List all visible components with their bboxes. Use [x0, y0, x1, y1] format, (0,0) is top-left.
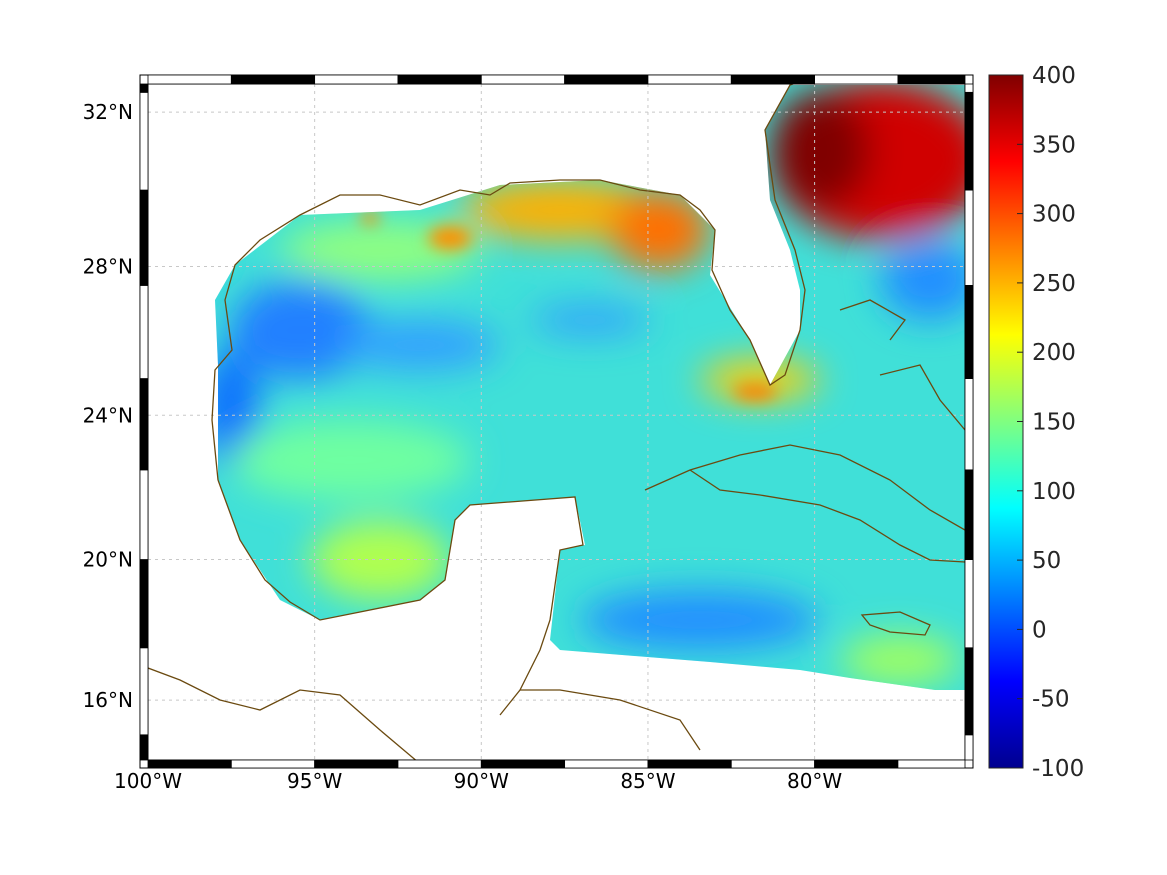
lon-tick-label: 85°W — [620, 769, 675, 793]
frame-segment — [230, 759, 316, 769]
frame-segment — [314, 74, 399, 85]
lon-tick-label: 100°W — [114, 769, 182, 793]
map-frame — [139, 74, 974, 769]
frame-segment — [964, 647, 974, 736]
lat-tick-label: 24°N — [83, 403, 133, 427]
frame-segment — [139, 83, 149, 93]
lat-tick-label: 16°N — [83, 688, 133, 712]
data-field — [215, 85, 965, 690]
colorbar-tick-label: 150 — [1032, 410, 1076, 436]
frame-segment — [397, 759, 482, 769]
frame-segment — [647, 74, 732, 85]
frame-segment — [480, 759, 566, 769]
frame-segment — [314, 759, 399, 769]
frame-segment — [964, 559, 974, 649]
frame-segment — [139, 469, 149, 560]
frame-segment — [397, 74, 482, 85]
frame-segment — [814, 759, 899, 769]
frame-segment — [964, 83, 974, 93]
graticule — [148, 84, 965, 760]
frame-segment — [480, 74, 566, 85]
frame-segment — [230, 74, 316, 85]
frame-segment — [964, 378, 974, 471]
frame-segment — [814, 74, 899, 85]
lon-tick-label: 90°W — [454, 769, 509, 793]
frame-segment — [139, 189, 149, 286]
frame-segment — [730, 74, 816, 85]
lat-tick-label: 20°N — [83, 548, 133, 572]
colorbar-tick-label: 350 — [1032, 132, 1076, 158]
frame-segment — [139, 284, 149, 379]
frame-segment — [147, 74, 232, 85]
frame-segment — [139, 378, 149, 471]
lon-tick-label: 80°W — [787, 769, 842, 793]
frame-segment — [897, 74, 966, 85]
colorbar: 400 350 300 250 200 150 100 50 0 -50 -100 — [988, 63, 1084, 782]
lat-tick-label: 32°N — [83, 100, 133, 124]
frame-segment — [964, 469, 974, 560]
lon-tick-label: 95°W — [287, 769, 342, 793]
colorbar-tick-label: 400 — [1032, 63, 1076, 89]
colorbar-tick-label: 100 — [1032, 479, 1076, 505]
lat-tick-label: 28°N — [83, 255, 133, 279]
colorbar-tick-label: 200 — [1032, 340, 1076, 366]
frame-segment — [730, 759, 816, 769]
colorbar-tick-label: 0 — [1032, 617, 1047, 643]
frame-segment — [964, 189, 974, 286]
colorbar-tick-label: -50 — [1032, 687, 1070, 713]
frame-segment — [964, 734, 974, 761]
frame-segment — [897, 759, 966, 769]
frame-segment — [139, 734, 149, 761]
colorbar-tick-label: 50 — [1032, 548, 1061, 574]
frame-segment — [647, 759, 732, 769]
frame-segment — [147, 759, 232, 769]
colorbar-tick-label: 300 — [1032, 202, 1076, 228]
axis-ticks: 100°W 95°W 90°W 85°W 80°W 32°N 28°N 24°N 20°N 16°… — [83, 100, 843, 793]
frame-segment — [964, 91, 974, 191]
frame-segment — [564, 759, 649, 769]
frame-segment — [139, 91, 149, 191]
frame-segment — [139, 559, 149, 649]
frame-segment — [139, 647, 149, 736]
frame-segment — [964, 284, 974, 379]
frame-segment — [564, 74, 649, 85]
colorbar-tick-label: -100 — [1032, 756, 1084, 782]
colorbar-tick-label: 250 — [1032, 271, 1076, 297]
coastlines — [148, 84, 965, 760]
